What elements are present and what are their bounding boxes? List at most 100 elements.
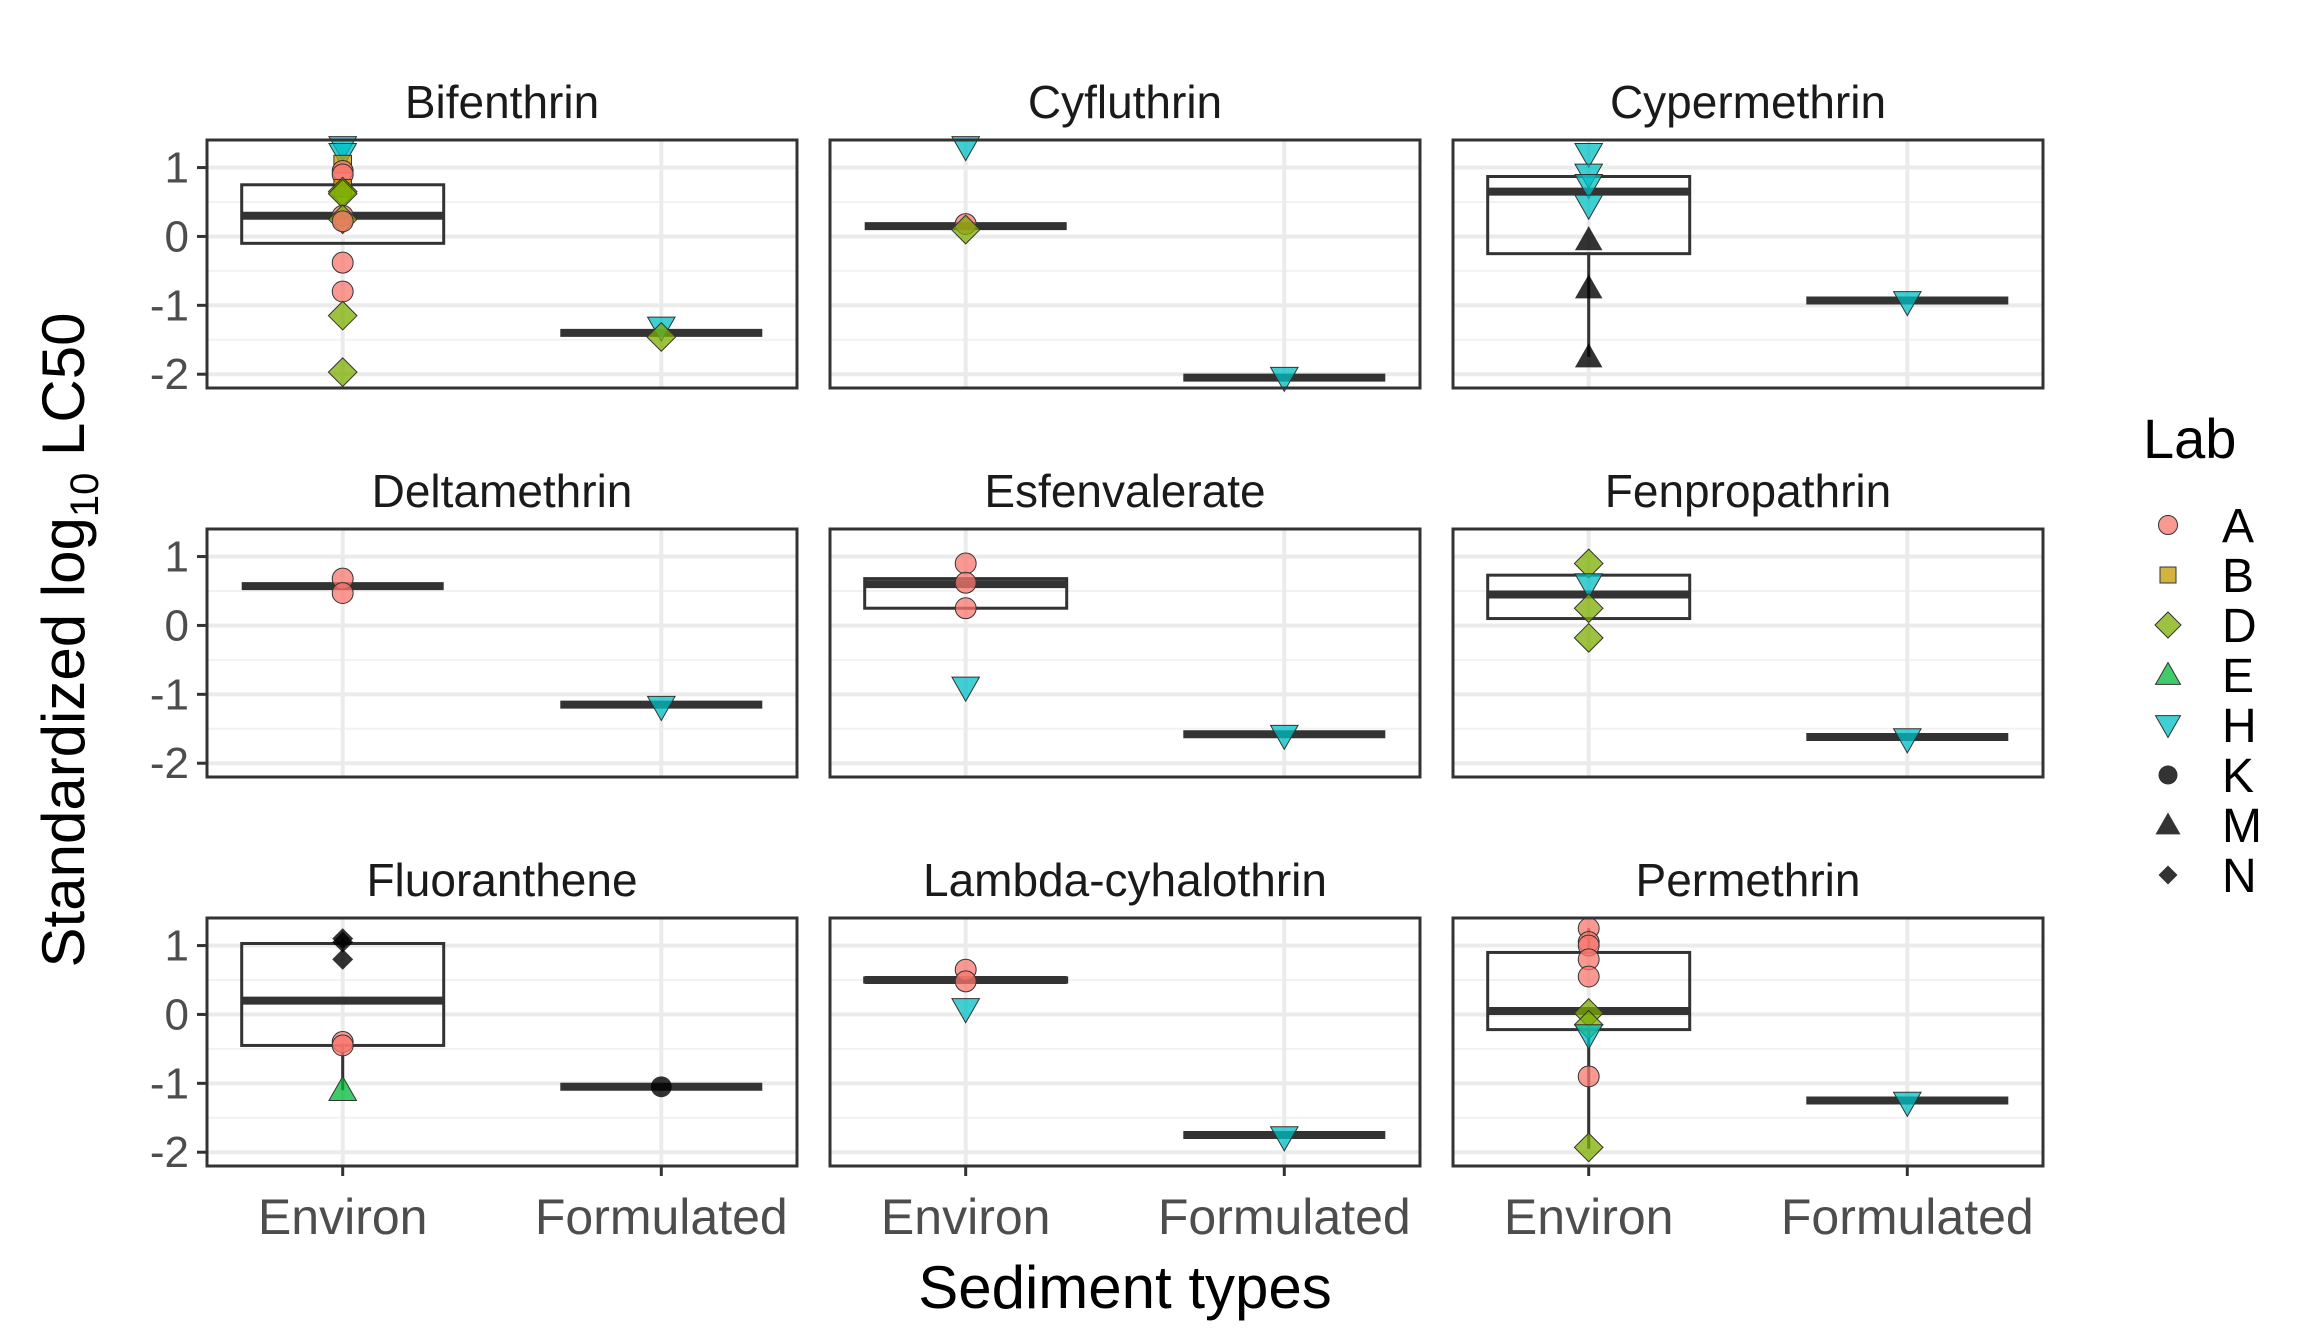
- panel-border: [205, 138, 799, 390]
- y-tick-label: -2: [150, 739, 189, 788]
- data-points: [328, 928, 672, 1102]
- data-points: [331, 567, 676, 722]
- panel-border: [1451, 916, 2045, 1168]
- data-point-h: [1574, 573, 1604, 599]
- legend-label: D: [2222, 600, 2257, 653]
- legend-key-n: [2158, 865, 2178, 885]
- data-points: [1573, 548, 1922, 754]
- legend-label: A: [2222, 500, 2254, 553]
- x-tick-label: Formulated: [1781, 1189, 2034, 1245]
- x-tick-label: Environ: [258, 1189, 428, 1245]
- facet-title: Lambda-cyhalothrin: [923, 854, 1327, 906]
- legend-key-d: [2154, 611, 2182, 639]
- data-points: [1574, 142, 1922, 368]
- x-tick-label: Formulated: [1158, 1189, 1411, 1245]
- data-point-d: [327, 357, 358, 388]
- data-point-h: [1892, 728, 1922, 754]
- legend-entry-d: D: [2154, 600, 2257, 653]
- legend-entry-k: K: [2158, 750, 2254, 803]
- y-tick-label: 1: [165, 922, 189, 971]
- panel-background: [207, 140, 797, 388]
- y-axis-title-group: Standardized log10 LC50: [30, 313, 107, 968]
- y-tick-label: 0: [165, 601, 189, 650]
- data-point-h: [1574, 173, 1604, 200]
- data-point-m: [1574, 226, 1603, 251]
- data-point-n: [332, 948, 354, 970]
- facet-title: Bifenthrin: [405, 76, 599, 128]
- data-point-e: [328, 1075, 358, 1102]
- legend-entry-a: A: [2158, 500, 2254, 553]
- x-axis: Environ Formulated Environ Formulated Enviro…: [258, 1166, 2034, 1245]
- data-point-m: [1574, 343, 1603, 368]
- data-point-d: [646, 322, 677, 353]
- y-tick-label: -1: [150, 1059, 189, 1108]
- data-point-a: [331, 582, 354, 605]
- legend-label: E: [2222, 650, 2254, 703]
- data-point-h: [1574, 194, 1604, 221]
- legend-key-m: [2155, 812, 2181, 835]
- y-tick-label: -1: [150, 670, 189, 719]
- y-tick-label: 0: [165, 212, 189, 261]
- legend-label: B: [2222, 550, 2254, 603]
- data-point-d: [1573, 1132, 1604, 1163]
- y-tick-label: -2: [150, 1128, 189, 1177]
- data-point-a: [331, 251, 354, 274]
- legend-key-e: [2154, 661, 2182, 685]
- facet-title: Cyfluthrin: [1028, 76, 1222, 128]
- data-point-k: [650, 1076, 672, 1098]
- legend-entry-n: N: [2158, 850, 2257, 903]
- panel-border: [205, 527, 799, 779]
- data-points: [950, 136, 1299, 393]
- legend-label: N: [2222, 850, 2257, 903]
- data-point-h: [1269, 724, 1299, 751]
- data-point-a: [954, 597, 977, 620]
- panel-background: [1453, 918, 2043, 1166]
- facet-lambda-cyhalothrin: Lambda-cyhalothrin: [828, 854, 1422, 1168]
- data-point-a: [954, 970, 977, 993]
- x-axis-title: Sediment types: [918, 1254, 1332, 1321]
- panel-background: [207, 918, 797, 1166]
- panel-border: [828, 527, 1422, 779]
- x-tick-label: Environ: [881, 1189, 1051, 1245]
- y-tick-label: -2: [150, 350, 189, 399]
- data-point-n: [332, 931, 354, 953]
- y-tick-label: 0: [165, 990, 189, 1039]
- y-tick-label: -1: [150, 281, 189, 330]
- x-tick-label: Environ: [1504, 1189, 1674, 1245]
- data-points: [951, 958, 1299, 1152]
- legend-title: Lab: [2143, 407, 2236, 470]
- x-tick-label: Formulated: [535, 1189, 788, 1245]
- facet-title: Esfenvalerate: [984, 465, 1265, 517]
- data-point-h: [1892, 291, 1922, 317]
- data-point-d: [1573, 593, 1604, 624]
- y-tick-label: 1: [165, 144, 189, 193]
- data-point-d: [1573, 622, 1604, 653]
- panel-border: [1451, 527, 2045, 779]
- data-points: [1573, 917, 1922, 1163]
- data-points: [951, 552, 1299, 751]
- data-point-h: [951, 998, 981, 1024]
- legend-label: H: [2222, 700, 2257, 753]
- facet-cyfluthrin: Cyfluthrin: [828, 76, 1422, 393]
- data-point-d: [327, 300, 358, 331]
- facet-esfenvalerate: Esfenvalerate: [828, 465, 1422, 779]
- legend-key-k: [2158, 765, 2178, 785]
- data-point-h: [1574, 142, 1604, 169]
- legend-entry-m: M: [2155, 800, 2262, 853]
- data-point-h: [1892, 1091, 1922, 1118]
- data-point-a: [954, 571, 977, 594]
- data-point-a: [1577, 1065, 1600, 1088]
- panel-background: [830, 529, 1420, 777]
- legend-label: M: [2222, 800, 2262, 853]
- data-point-a: [954, 552, 977, 575]
- legend-label: K: [2222, 750, 2254, 803]
- facet-panels: Bifenthrin 1 0 -1 -2 Cyfluthrin Cypermethrin De…: [150, 76, 2045, 1177]
- data-point-h: [646, 695, 676, 722]
- data-point-h: [1269, 1126, 1299, 1152]
- panel-border: [1451, 138, 2045, 390]
- panel-background: [207, 529, 797, 777]
- data-points: [327, 136, 677, 388]
- facet-title: Cypermethrin: [1610, 76, 1886, 128]
- panel-background: [1453, 140, 2043, 388]
